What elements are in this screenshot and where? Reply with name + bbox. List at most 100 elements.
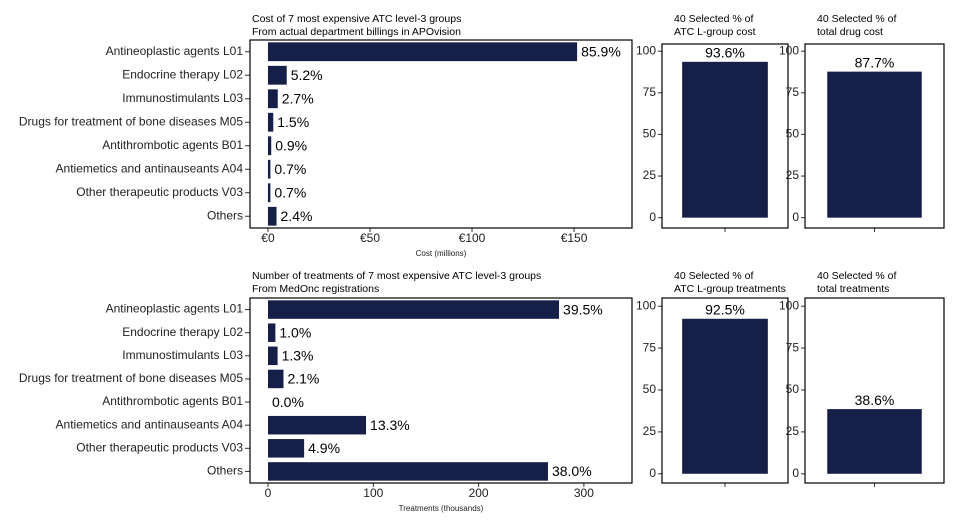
- category-label: Other therapeutic products V03: [76, 185, 243, 199]
- share-label: 2.7%: [282, 90, 314, 106]
- share-label: 85.9%: [581, 43, 621, 59]
- bar: [267, 136, 272, 156]
- bar: [267, 89, 278, 109]
- chart-title: ATC L-group treatments: [674, 283, 786, 295]
- category-label: Other therapeutic products V03: [76, 440, 243, 454]
- share-label: 4.9%: [308, 440, 340, 456]
- chart-title: total treatments: [817, 283, 889, 295]
- chart-title: 40 Selected % of: [817, 13, 896, 25]
- y-tick-label: 100: [779, 298, 799, 312]
- bar: [268, 346, 278, 366]
- y-tick-label: 75: [786, 340, 800, 354]
- x-tick-label: 0: [265, 486, 272, 500]
- bar: [268, 462, 548, 481]
- chart-title: ATC L-group cost: [674, 26, 756, 38]
- chart-subtitle: From MedOnc registrations: [252, 283, 379, 295]
- x-axis-title: Treatments (thousands): [399, 504, 484, 513]
- bar: [268, 439, 305, 458]
- share-label: 0.9%: [275, 137, 307, 153]
- y-tick-label: 100: [779, 43, 799, 57]
- value-label: 92.5%: [705, 301, 745, 317]
- share-label: 2.4%: [281, 208, 313, 224]
- plot-frame: [661, 297, 789, 484]
- share-label: 0.7%: [274, 184, 306, 200]
- category-label: Antiemetics and antinauseants A04: [56, 417, 244, 431]
- x-tick-label: €100: [459, 231, 486, 245]
- value-label: 38.6%: [855, 392, 895, 408]
- bar: [267, 42, 578, 62]
- bar: [682, 61, 768, 218]
- chart-title: total drug cost: [817, 26, 883, 38]
- category-label: Antithrombotic agents B01: [102, 138, 243, 152]
- share-label: 1.0%: [279, 324, 311, 340]
- plot-frame: [249, 39, 633, 229]
- category-label: Endocrine therapy L02: [122, 325, 243, 339]
- share-label: 39.5%: [563, 301, 603, 317]
- category-label: Others: [207, 464, 243, 478]
- category-label: Antineoplastic agents L01: [106, 302, 244, 316]
- bar: [268, 323, 276, 342]
- y-tick-label: 75: [786, 85, 800, 99]
- y-tick-label: 0: [792, 210, 799, 224]
- plot-frame: [804, 297, 945, 484]
- y-tick-label: 50: [786, 127, 800, 141]
- chart-title: Number of treatments of 7 most expensive…: [252, 270, 541, 282]
- x-tick-label: 300: [574, 486, 594, 500]
- category-label: Antiemetics and antinauseants A04: [56, 161, 244, 175]
- y-tick-label: 25: [786, 168, 800, 182]
- y-tick-label: 100: [636, 43, 656, 57]
- bar: [268, 369, 284, 389]
- category-label: Drugs for treatment of bone diseases M05: [19, 114, 243, 128]
- bar: [268, 415, 367, 435]
- share-label: 38.0%: [552, 463, 592, 479]
- bar: [267, 183, 271, 203]
- y-tick-label: 50: [786, 382, 800, 396]
- bar: [267, 206, 277, 226]
- plot-frame: [249, 297, 633, 484]
- category-label: Immunostimulants L03: [122, 348, 243, 362]
- x-tick-label: €0: [261, 231, 275, 245]
- y-tick-label: 25: [643, 424, 657, 438]
- chart-title: 40 Selected % of: [674, 13, 753, 25]
- x-tick-label: €50: [360, 231, 380, 245]
- plot-frame: [804, 43, 945, 229]
- share-label: 1.3%: [282, 348, 314, 364]
- bar: [268, 300, 560, 319]
- category-label: Others: [207, 208, 243, 222]
- plot-frame: [661, 43, 789, 229]
- chart-title: 40 Selected % of: [817, 270, 896, 282]
- category-label: Antithrombotic agents B01: [102, 394, 243, 408]
- y-tick-label: 25: [643, 168, 657, 182]
- value-label: 93.6%: [705, 45, 745, 61]
- bar: [827, 71, 922, 218]
- share-label: 1.5%: [277, 114, 309, 130]
- chart-title: 40 Selected % of: [674, 270, 753, 282]
- bar: [267, 112, 274, 132]
- category-label: Drugs for treatment of bone diseases M05: [19, 371, 243, 385]
- value-label: 87.7%: [855, 54, 895, 70]
- chart-subtitle: From actual department billings in APOvi…: [252, 26, 461, 38]
- y-tick-label: 75: [643, 85, 657, 99]
- bar: [267, 65, 287, 85]
- share-label: 0.0%: [272, 394, 304, 410]
- bar: [827, 409, 922, 474]
- x-axis-title: Cost (millions): [416, 249, 467, 258]
- bar: [267, 159, 271, 179]
- share-label: 13.3%: [370, 417, 410, 433]
- y-tick-label: 100: [636, 298, 656, 312]
- share-label: 0.7%: [274, 161, 306, 177]
- y-tick-label: 50: [643, 382, 657, 396]
- x-tick-label: 100: [363, 486, 383, 500]
- y-tick-label: 25: [786, 424, 800, 438]
- y-tick-label: 0: [649, 466, 656, 480]
- y-tick-label: 75: [643, 340, 657, 354]
- share-label: 2.1%: [287, 371, 319, 387]
- y-tick-label: 50: [643, 127, 657, 141]
- share-label: 5.2%: [291, 67, 323, 83]
- x-tick-label: 200: [469, 486, 489, 500]
- chart-title: Cost of 7 most expensive ATC level-3 gro…: [252, 13, 461, 25]
- category-label: Endocrine therapy L02: [122, 67, 243, 81]
- x-tick-label: €150: [561, 231, 588, 245]
- category-label: Immunostimulants L03: [122, 91, 243, 105]
